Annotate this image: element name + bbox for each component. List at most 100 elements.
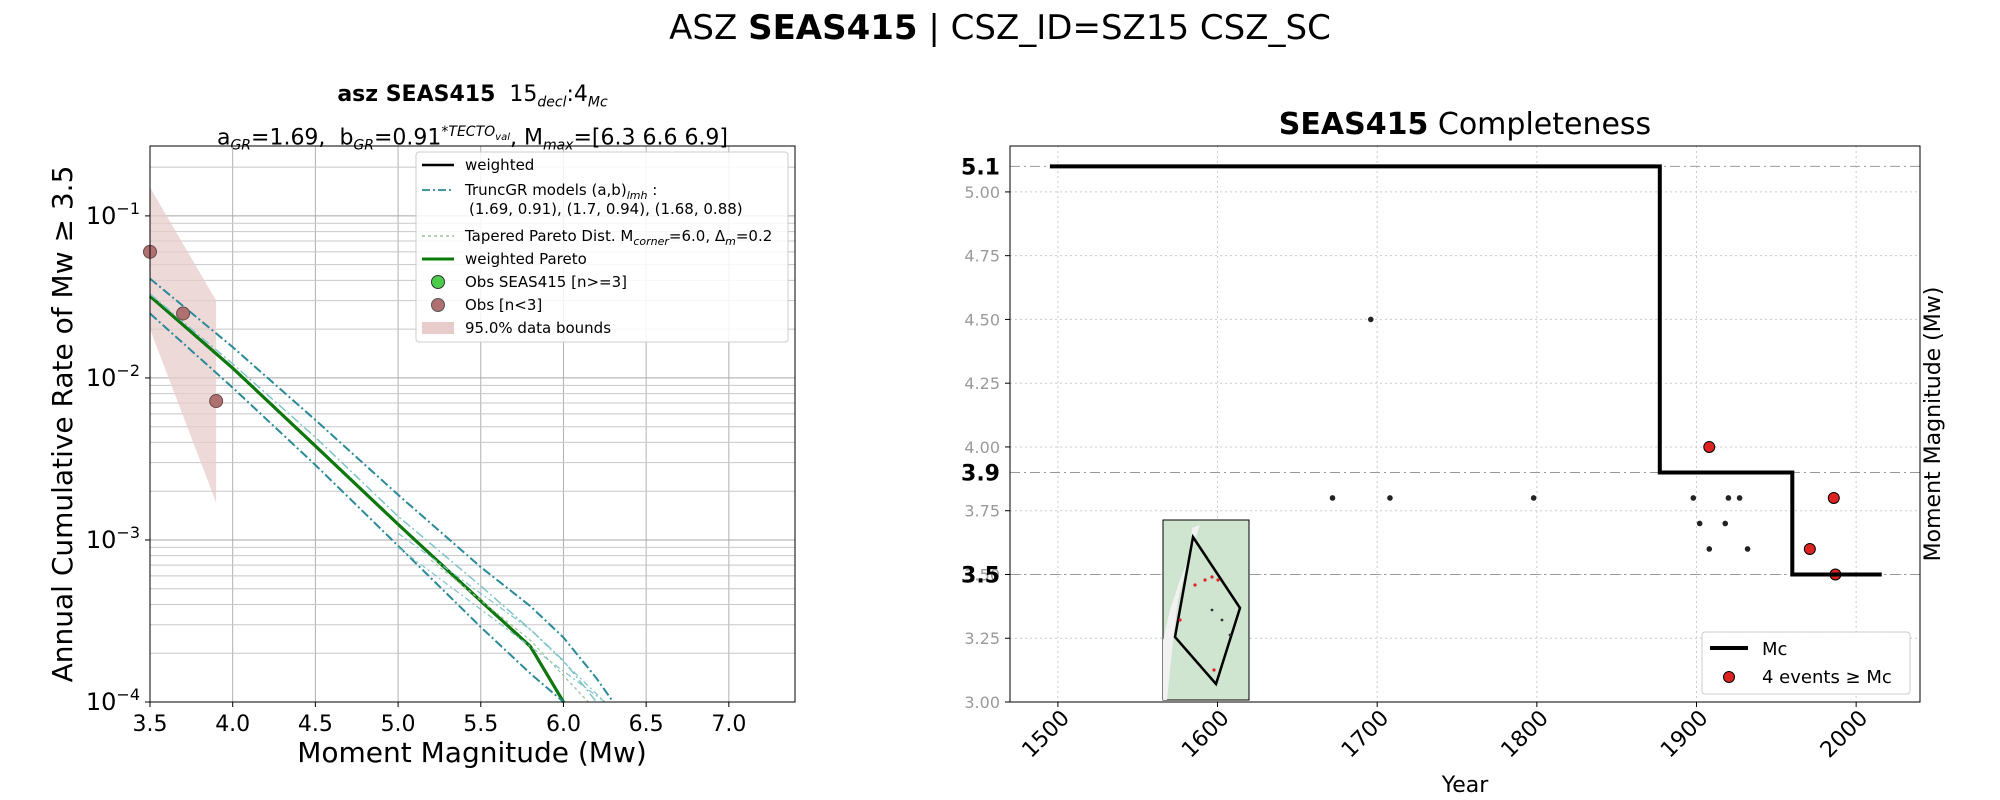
right-y-tick-label: 3.25 [964, 629, 1000, 648]
legend-bounds-swatch [422, 322, 454, 334]
left-x-tick-label: 4.0 [215, 712, 250, 737]
left-series-lines [149, 277, 614, 703]
event-below-mc-point [1722, 520, 1729, 527]
left-legend: weighted TruncGR models (a,b)lmh : (1.69… [415, 151, 789, 343]
region-inset-map [1162, 519, 1250, 701]
left-x-tick-label: 5.0 [381, 712, 416, 737]
right-plot-frame [1009, 145, 1921, 703]
event-below-mc-point [1690, 495, 1697, 501]
legend-weighted-label: weighted [465, 156, 534, 174]
left-x-tick-label: 4.5 [298, 712, 333, 737]
mc-step-line [1049, 164, 1882, 577]
b-label: b [339, 125, 354, 151]
left-title-mc: :4 [566, 82, 588, 107]
right-chart-title: SEAS415 Completeness [1010, 107, 1920, 142]
right-x-ticks: 1500 1600 1700 1800 1900 2000 [1018, 702, 1873, 763]
a-label: a [216, 125, 231, 151]
right-y-bold-tick-label: 3.9 [961, 461, 1000, 486]
figure-title-suffix: | CSZ_ID=SZ15 CSZ_SC [917, 8, 1331, 48]
legend-events-marker [1723, 671, 1735, 683]
right-title-rest: Completeness [1428, 107, 1652, 142]
left-x-tick-label: 3.5 [133, 712, 168, 737]
left-x-axis-label: Moment Magnitude (Mw) [297, 736, 647, 769]
event-below-mc-point [1744, 546, 1751, 552]
obs-small-point [176, 306, 191, 321]
legend-pareto-label: weighted Pareto [465, 250, 587, 268]
event-above-mc-point [1803, 542, 1816, 555]
weighted-pareto-line [149, 294, 565, 703]
right-x-tick-label: 1700 [1337, 706, 1394, 763]
right-x-tick-label: 2000 [1816, 706, 1873, 763]
legend-tapered-text: Tapered Pareto Dist. M [464, 227, 633, 245]
legend-truncgr-label: TruncGR models (a,b)lmh : [464, 181, 657, 202]
legend-tapered-label: Tapered Pareto Dist. Mcorner=6.0, Δm=0.2 [464, 227, 772, 248]
left-title-bold: asz SEAS415 [337, 82, 496, 107]
right-y-tick-label: 4.50 [964, 310, 1000, 329]
right-x-tick-label: 1900 [1656, 706, 1713, 763]
right-x-axis-label: Year [1441, 773, 1490, 798]
legend-truncgr-text: TruncGR models (a,b) [464, 181, 627, 199]
left-chart-title-line1: asz SEAS415 15decl:4Mc [150, 80, 795, 117]
right-y-tick-label: 4.75 [964, 247, 1000, 266]
left-y-tick-label: 10−1 [86, 199, 140, 230]
legend-truncgr-params: (1.69, 0.91), (1.7, 0.94), (1.68, 0.88) [469, 200, 743, 218]
event-below-mc-point [1368, 316, 1374, 323]
inset-map-event [1228, 633, 1232, 637]
inset-map-event [1210, 608, 1214, 612]
right-legend-box [1701, 631, 1911, 695]
left-title-decl: 15 [509, 82, 538, 107]
right-y-axis-label: Moment Magnitude (Mw) [1921, 287, 1946, 562]
legend-tapered-sub: corner [633, 235, 670, 248]
truncgr-line-high [149, 277, 614, 703]
left-x-tick-label: 6.0 [546, 712, 581, 737]
mc-step-path [1049, 164, 1882, 577]
b-sup-sub: val [495, 132, 510, 144]
right-y-tick-label: 5.00 [964, 183, 1000, 202]
legend-mc-label: Mc [1762, 639, 1787, 660]
left-y-ticks: 10−1 10−2 10−3 10−4 [86, 199, 150, 716]
left-y-tick-label: 10−3 [86, 523, 140, 554]
left-legend-box [415, 151, 789, 343]
figure-title-prefix: ASZ [669, 8, 749, 48]
left-x-tick-label: 6.5 [629, 712, 664, 737]
right-y-tick-label: 4.25 [964, 374, 1000, 393]
b-sup: *TECTOval [441, 124, 510, 144]
mmax-label: , M [509, 125, 543, 151]
event-above-mc-point [1703, 440, 1716, 453]
a-value: =1.69, [251, 125, 326, 151]
event-below-mc-point [1387, 495, 1393, 501]
event-below-mc-point [1696, 520, 1703, 527]
right-y-bold-tick-label: 5.1 [961, 155, 1000, 180]
data-bounds-polygon [150, 187, 217, 503]
left-title-decl-sub: decl [537, 94, 567, 111]
right-y-tick-label: 3.75 [964, 502, 1000, 521]
inset-map-event [1220, 618, 1224, 622]
data-bounds-band [150, 187, 217, 503]
right-x-tick-label: 1800 [1497, 706, 1554, 763]
right-y-tick-label: 4.00 [964, 438, 1000, 457]
left-title-mc-sub: Mc [587, 94, 608, 111]
event-below-mc-point [1706, 546, 1713, 552]
inset-map-landmass [1163, 525, 1200, 700]
right-title-bold: SEAS415 [1278, 107, 1429, 142]
legend-tapered-sub2: m [725, 235, 736, 248]
legend-truncgr-sub: lmh [627, 189, 648, 202]
inset-map-zone-polygon [1173, 533, 1242, 687]
left-y-tick-label: 10−2 [86, 361, 140, 392]
right-y-tick-label: 3.50 [964, 565, 1000, 584]
legend-truncgr-colon: : [647, 181, 657, 199]
truncgr-line-low [149, 312, 565, 703]
legend-bounds-label: 95.0% data bounds [465, 319, 611, 337]
left-x-tick-label: 7.0 [711, 712, 746, 737]
mmax-value: =[6.3 6.6 6.9] [573, 125, 729, 151]
right-event-points [1329, 316, 1842, 581]
mc-reference-lines [1010, 165, 1920, 575]
tapered-pareto-line [430, 559, 589, 703]
right-y-ticks: 3.00 3.25 3.50 3.75 4.00 4.25 4.50 4.75 5.00 5.1 3… [961, 155, 1010, 712]
left-y-axis-label: Annual Cumulative Rate of Mw ≥ 3.5 [46, 166, 79, 683]
b-value: =0.91 [373, 125, 442, 151]
inset-map-event [1203, 578, 1207, 582]
right-x-tick-label: 1600 [1177, 706, 1234, 763]
legend-obs-main-marker [431, 275, 445, 289]
